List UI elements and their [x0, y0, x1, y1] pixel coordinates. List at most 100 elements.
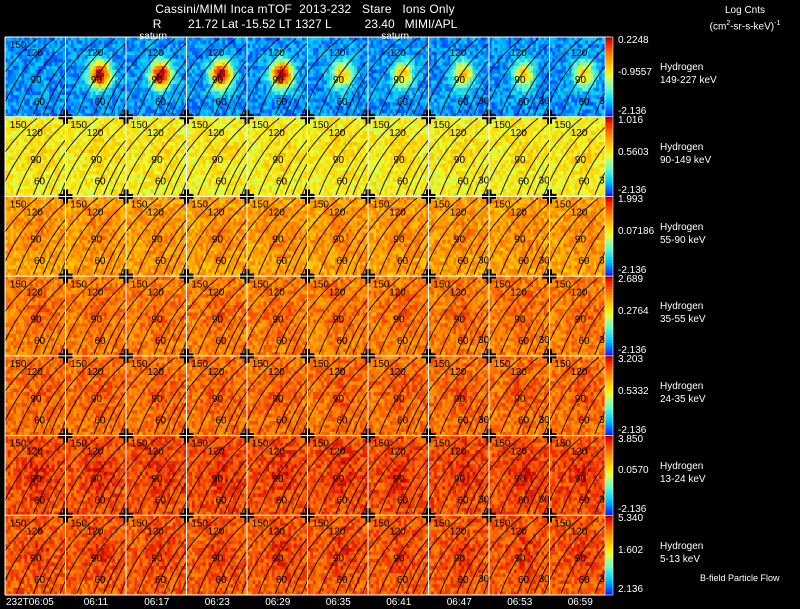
heat-cell [227, 94, 231, 99]
heat-cell [29, 44, 33, 49]
heat-cell [128, 105, 132, 110]
heat-cell [40, 94, 44, 99]
heat-cell [233, 98, 237, 103]
heat-cell [60, 69, 64, 74]
heat-cell [522, 58, 526, 63]
heat-cell [593, 84, 597, 89]
heat-cell [566, 109, 570, 114]
heat-cell [431, 109, 435, 114]
heat-cell [392, 87, 396, 92]
heat-cell [21, 91, 25, 96]
heat-cell [65, 84, 69, 89]
heat-cell [274, 40, 278, 45]
heat-cell [60, 98, 64, 103]
heat-cell [266, 55, 270, 60]
heat-cell [579, 87, 583, 92]
heat-cell [21, 87, 25, 92]
heat-cell [340, 84, 344, 89]
heat-cell [175, 58, 179, 63]
heat-cell [126, 76, 130, 81]
heat-cell [126, 80, 130, 85]
heat-cell [557, 40, 561, 45]
heat-cell [153, 105, 157, 110]
heat-cell [467, 73, 471, 78]
heat-cell [49, 91, 53, 96]
heat-cell [502, 109, 506, 114]
field-line [301, 38, 357, 116]
heat-cell [205, 62, 209, 67]
heat-cell [398, 69, 402, 74]
heat-cell [112, 102, 116, 107]
heat-cell [508, 40, 512, 45]
heat-cell [189, 69, 193, 74]
heat-cell [502, 84, 506, 89]
heat-cell [285, 69, 289, 74]
heat-cell [346, 113, 350, 118]
field-line [318, 38, 374, 116]
heat-cell [439, 94, 443, 99]
heat-cell [95, 62, 99, 67]
heat-cell [588, 40, 592, 45]
heat-cell [280, 87, 284, 92]
heat-cell [343, 80, 347, 85]
heat-cell [282, 84, 286, 89]
heat-cell [434, 76, 438, 81]
heat-cell [131, 102, 135, 107]
heat-cell [568, 98, 572, 103]
heat-cell [497, 65, 501, 70]
heat-cell [406, 69, 410, 74]
heat-cell [313, 80, 317, 85]
heat-cell [27, 51, 31, 56]
heat-cell [57, 40, 61, 45]
heat-cell [13, 69, 17, 74]
heat-cell [150, 47, 154, 52]
heat-cell [54, 44, 58, 49]
heat-cell [200, 94, 204, 99]
heat-cell [337, 62, 341, 67]
heat-cell [178, 105, 182, 110]
heat-cell [79, 44, 83, 49]
heatmap-panel [368, 37, 429, 118]
heat-cell [192, 37, 196, 41]
heat-cell [373, 37, 377, 41]
heat-cell [555, 80, 559, 85]
heat-cell [104, 91, 108, 96]
heat-cell [541, 40, 545, 45]
heat-cell [109, 76, 113, 81]
heat-cell [315, 37, 319, 41]
heat-cell [21, 51, 25, 56]
heat-cell [354, 65, 358, 70]
heat-cell [475, 65, 479, 70]
heat-cell [288, 73, 292, 78]
heat-cell [38, 105, 42, 110]
heat-cell [13, 98, 17, 103]
heat-cell [211, 69, 215, 74]
heat-cell [299, 51, 303, 56]
heat-cell [563, 109, 567, 114]
heat-cell [417, 55, 421, 60]
heat-cell [478, 62, 482, 67]
heat-cell [302, 91, 306, 96]
heat-cell [18, 58, 22, 63]
heat-cell [293, 113, 297, 118]
heat-cell [590, 87, 594, 92]
heat-cell [373, 109, 377, 114]
heat-cell [450, 105, 454, 110]
heat-cell [73, 65, 77, 70]
heat-cell [73, 109, 77, 114]
heat-cell [7, 113, 11, 118]
heat-cell [266, 87, 270, 92]
heat-cell [502, 80, 506, 85]
heat-cell [456, 69, 460, 74]
heat-cell [326, 76, 330, 81]
heat-cell [302, 69, 306, 74]
heat-cell [373, 94, 377, 99]
heat-cell [40, 87, 44, 92]
heat-cell [500, 65, 504, 70]
heat-cell [200, 69, 204, 74]
heat-cell [211, 87, 215, 92]
heat-cell [282, 94, 286, 99]
heat-cell [450, 69, 454, 74]
heat-cell [252, 73, 256, 78]
heat-cell [10, 109, 14, 114]
